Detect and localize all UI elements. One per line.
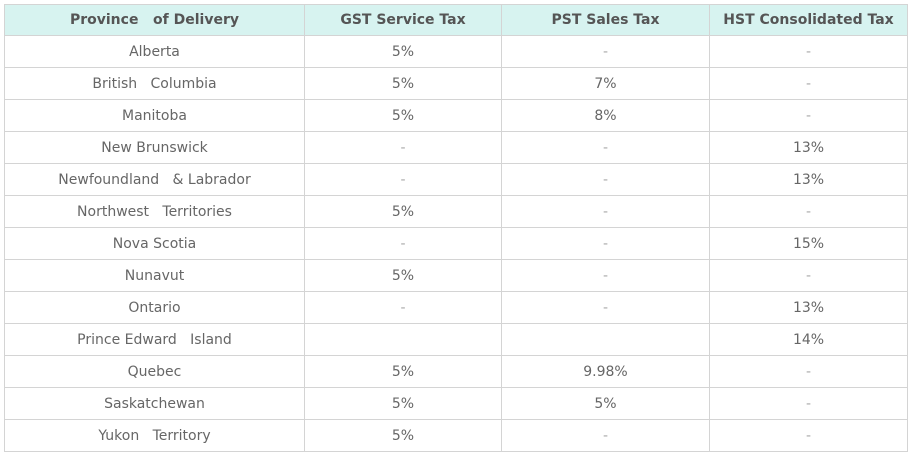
province-cell: Newfoundland & Labrador (4, 163, 305, 196)
gst-cell: 5% (304, 355, 502, 388)
province-cell: British Columbia (4, 67, 305, 100)
table-row: Quebec 5% 9.98% - (4, 355, 908, 388)
hst-cell: - (709, 67, 908, 100)
gst-cell (304, 323, 502, 356)
gst-cell: - (304, 291, 502, 324)
gst-cell: 5% (304, 99, 502, 132)
hst-cell: 15% (709, 227, 908, 260)
header-hst: HST Consolidated Tax (709, 4, 908, 36)
gst-cell: 5% (304, 259, 502, 292)
gst-cell: 5% (304, 419, 502, 452)
province-cell: New Brunswick (4, 131, 305, 164)
pst-cell: 7% (501, 67, 710, 100)
hst-cell: - (709, 35, 908, 68)
province-cell: Ontario (4, 291, 305, 324)
table-row: British Columbia 5% 7% - (4, 67, 908, 100)
pst-cell: 5% (501, 387, 710, 420)
hst-cell: - (709, 419, 908, 452)
hst-cell: - (709, 387, 908, 420)
header-pst: PST Sales Tax (501, 4, 710, 36)
tax-table: Province of Delivery GST Service Tax PST… (4, 4, 908, 452)
province-cell: Yukon Territory (4, 419, 305, 452)
header-row: Province of Delivery GST Service Tax PST… (4, 4, 908, 36)
province-cell: Northwest Territories (4, 195, 305, 228)
pst-cell (501, 323, 710, 356)
pst-cell: - (501, 291, 710, 324)
pst-cell: 8% (501, 99, 710, 132)
province-cell: Nunavut (4, 259, 305, 292)
header-gst: GST Service Tax (304, 4, 502, 36)
pst-cell: - (501, 195, 710, 228)
header-province: Province of Delivery (4, 4, 305, 36)
province-cell: Alberta (4, 35, 305, 68)
pst-cell: - (501, 227, 710, 260)
tax-table-container: Province of Delivery GST Service Tax PST… (4, 4, 908, 452)
hst-cell: 13% (709, 291, 908, 324)
table-row: New Brunswick - -13% (4, 131, 908, 164)
hst-cell: 13% (709, 131, 908, 164)
province-cell: Quebec (4, 355, 305, 388)
province-cell: Manitoba (4, 99, 305, 132)
gst-cell: 5% (304, 195, 502, 228)
hst-cell: - (709, 259, 908, 292)
gst-cell: - (304, 163, 502, 196)
pst-cell: - (501, 131, 710, 164)
pst-cell: - (501, 259, 710, 292)
hst-cell: 13% (709, 163, 908, 196)
table-row: Northwest Territories 5% - - (4, 195, 908, 228)
province-cell: Prince Edward Island (4, 323, 305, 356)
table-body: Alberta 5% - - British Columbia 5% 7% - Manitoba… (4, 35, 908, 452)
pst-cell: - (501, 419, 710, 452)
gst-cell: 5% (304, 35, 502, 68)
province-cell: Saskatchewan (4, 387, 305, 420)
hst-cell: - (709, 355, 908, 388)
table-row: Yukon Territory 5% - - (4, 419, 908, 452)
table-row: Saskatchewan 5% 5% - (4, 387, 908, 420)
hst-cell: - (709, 195, 908, 228)
table-row: Alberta 5% - - (4, 35, 908, 68)
table-row: Nunavut 5% - - (4, 259, 908, 292)
pst-cell: - (501, 35, 710, 68)
gst-cell: 5% (304, 67, 502, 100)
gst-cell: 5% (304, 387, 502, 420)
province-cell: Nova Scotia (4, 227, 305, 260)
table-row: Newfoundland & Labrador - -13% (4, 163, 908, 196)
pst-cell: - (501, 163, 710, 196)
gst-cell: - (304, 131, 502, 164)
pst-cell: 9.98% (501, 355, 710, 388)
table-row: Manitoba 5% 8% - (4, 99, 908, 132)
gst-cell: - (304, 227, 502, 260)
table-row: Prince Edward Island 14% (4, 323, 908, 356)
table-row: Nova Scotia - -15% (4, 227, 908, 260)
hst-cell: 14% (709, 323, 908, 356)
table-row: Ontario - -13% (4, 291, 908, 324)
hst-cell: - (709, 99, 908, 132)
